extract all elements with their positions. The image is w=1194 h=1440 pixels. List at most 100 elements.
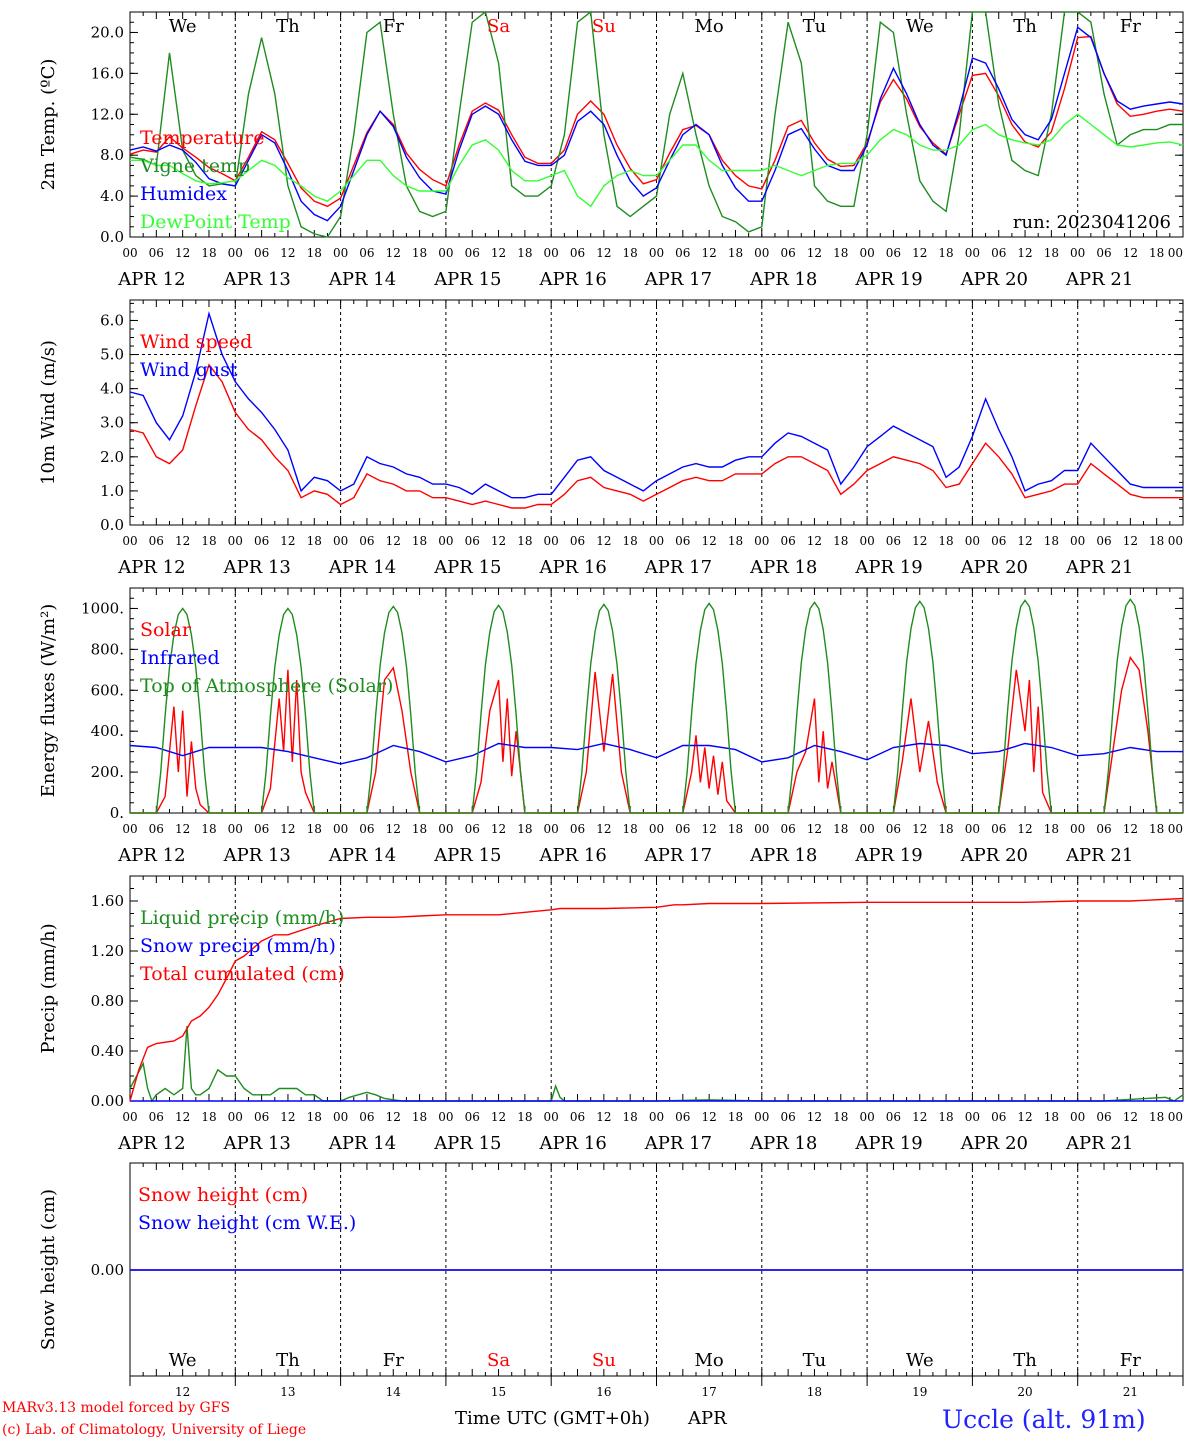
hour-label: 18 [201,534,216,548]
day-name: Fr [383,1350,404,1371]
hour-label: 00 [333,534,348,548]
hour-label: 00 [754,534,769,548]
y-tick-label: 20.0 [91,23,124,41]
date-label: APR 16 [538,845,606,866]
hour-label: 06 [465,1110,480,1124]
copyright-credit: (c) Lab. of Climatology, University of L… [2,1422,306,1438]
hour-label: 06 [886,822,901,836]
day-number: 20 [1017,1385,1032,1399]
hour-label: 12 [596,534,611,548]
day-number: 13 [280,1385,295,1399]
hour-label: 18 [307,246,322,260]
model-credit: MARv3.13 model forced by GFS [2,1400,230,1416]
day-number: 15 [491,1385,506,1399]
date-label: APR 17 [644,269,712,290]
hour-label: 06 [780,534,795,548]
hour-label: 12 [280,1110,295,1124]
hour-label: 12 [912,534,927,548]
y-tick-label: 2.0 [100,448,124,466]
legend-entry: Wind speed [140,331,252,353]
hour-label: 18 [833,534,848,548]
hour-label: 06 [1096,246,1111,260]
y-tick-label: 3.0 [100,414,124,432]
y-tick-label: 6.0 [100,311,124,329]
legend-entry: Top of Atmosphere (Solar) [140,675,393,697]
date-label: APR 18 [749,845,817,866]
series-line [129,897,1184,1102]
hour-label: 00 [228,246,243,260]
date-label: APR 12 [117,557,185,578]
y-tick-label: 0. [110,804,124,822]
hour-label: 12 [1123,822,1138,836]
hour-label: 06 [780,1110,795,1124]
hour-label: 00 [333,1110,348,1124]
date-label: APR 16 [538,557,606,578]
day-name: Su [592,16,616,37]
date-label: APR 21 [1065,269,1133,290]
hour-label: 06 [780,822,795,836]
y-axis-label: 2m Temp. (ºC) [38,59,59,191]
hour-label: 06 [465,534,480,548]
day-name: We [906,1350,934,1371]
hour-label: 00 [754,822,769,836]
hour-label: 06 [780,246,795,260]
y-axis-label: 10m Wind (m/s) [38,340,59,485]
snow-panel: 0.00 Snow height (cm) Snow height (cm) Snow… [38,1162,1184,1399]
y-tick-label: 12.0 [91,105,124,123]
day-number: 14 [386,1385,402,1399]
date-label: APR 16 [538,1133,606,1154]
hour-label: 18 [728,246,743,260]
hour-label: 00 [649,246,664,260]
hour-label: 12 [386,822,401,836]
day-name: Th [1013,1350,1037,1371]
temperature-panel: 0.0 4.0 8.0 12.0 16.0 20.0 2m Temp. (ºC) Temper… [38,10,1184,290]
hour-label: 06 [675,246,690,260]
legend-entry: Liquid precip (mm/h) [140,907,344,929]
plot-frame [129,587,1184,814]
hour-label: 00 [122,534,137,548]
hour-label: 18 [1149,246,1164,260]
hour-label: 12 [175,822,190,836]
hour-label: 12 [280,822,295,836]
hour-label: 18 [1044,246,1059,260]
hour-label: 18 [938,534,953,548]
hour-label: 12 [702,534,717,548]
hour-label: 00 [859,822,874,836]
series-line [130,113,1184,208]
legend-entry: Snow height (cm W.E.) [138,1212,356,1234]
hour-label: 06 [570,534,585,548]
date-label: APR 14 [328,845,396,866]
hour-label: 12 [1017,822,1032,836]
legend-entry: Temperature [140,127,264,149]
hour-label: 00 [122,1110,137,1124]
hour-label: 12 [175,534,190,548]
hour-label: 12 [491,534,506,548]
date-label: APR 15 [433,845,501,866]
hour-label: 06 [254,534,269,548]
day-name: Fr [1120,1350,1141,1371]
date-label: APR 20 [960,845,1028,866]
series-line [129,310,1183,499]
hour-label: 12 [596,246,611,260]
day-name: Tu [803,16,827,37]
hour-label: 00 [544,822,559,836]
hour-label: 12 [702,822,717,836]
hour-label: 12 [912,1110,927,1124]
hour-label: 00 [754,246,769,260]
hour-label: 12 [807,534,822,548]
hour-label: 06 [254,1110,269,1124]
run-annotation: run: 2023041206 [1013,212,1171,233]
hour-label: 06 [359,822,374,836]
date-label: APR 17 [644,845,712,866]
hour-label: 18 [412,822,427,836]
plot-frame [129,11,1184,238]
hour-label: 12 [491,822,506,836]
hour-label: 12 [386,246,401,260]
hour-label: 00 [1070,246,1085,260]
hour-label: 06 [149,1110,164,1124]
series-line [129,26,1184,222]
hour-label: 00 [438,534,453,548]
hour-label: 12 [175,246,190,260]
hour-label: 18 [728,1110,743,1124]
date-label: APR 14 [328,557,396,578]
